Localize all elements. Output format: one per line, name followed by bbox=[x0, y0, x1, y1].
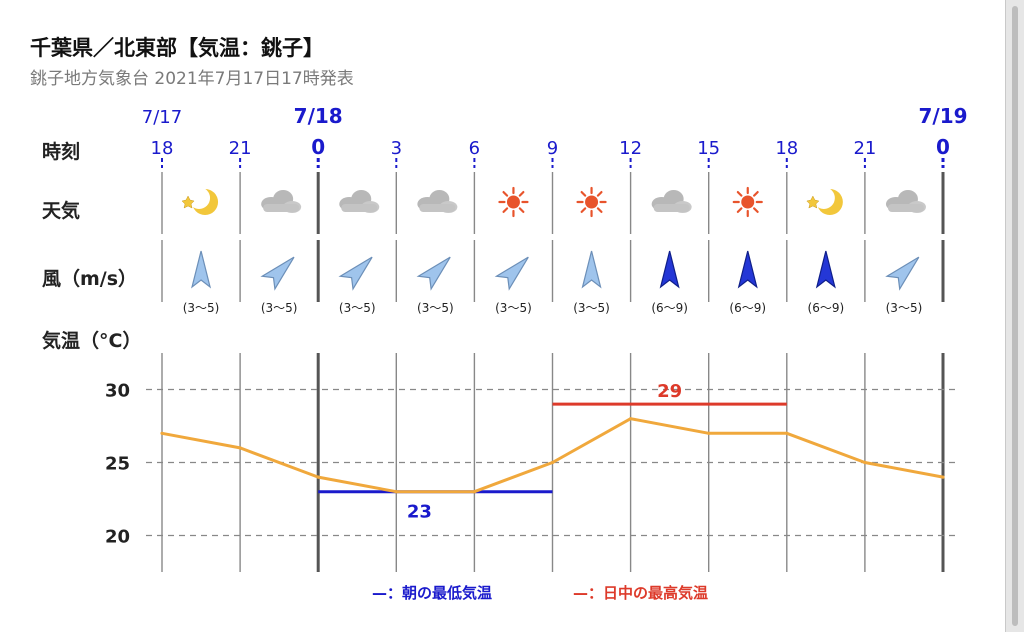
cloudy-icon bbox=[417, 190, 458, 213]
min-temp-label: 23 bbox=[407, 502, 432, 523]
cloudy-icon bbox=[339, 190, 380, 213]
temperature-point bbox=[785, 431, 789, 435]
wind-speed-label: (6〜9) bbox=[808, 301, 845, 315]
date-label: 7/17 bbox=[142, 107, 182, 128]
wind-speed-label: (3〜5) bbox=[886, 301, 923, 315]
row-label-time: 時刻 bbox=[42, 141, 81, 163]
wind-speed-label: (3〜5) bbox=[417, 301, 454, 315]
hour-label: 12 bbox=[619, 138, 642, 159]
wind-speed-label: (3〜5) bbox=[339, 301, 376, 315]
cloudy-icon bbox=[651, 190, 692, 213]
clear-night-icon bbox=[806, 187, 843, 215]
page-subtitle: 銚子地方気象台 2021年7月17日17時発表 bbox=[30, 69, 354, 89]
temperature-point bbox=[472, 490, 476, 494]
scrollbar[interactable] bbox=[1005, 0, 1024, 632]
hour-label: 3 bbox=[391, 138, 402, 159]
wind-speed-label: (6〜9) bbox=[651, 301, 688, 315]
temperature-point bbox=[707, 431, 711, 435]
sunny-icon bbox=[576, 186, 607, 218]
y-tick-label: 20 bbox=[105, 527, 130, 548]
date-label: 7/18 bbox=[294, 104, 343, 128]
hour-label: 18 bbox=[775, 138, 798, 159]
wind-speed-label: (3〜5) bbox=[261, 301, 298, 315]
hour-label: 0 bbox=[936, 135, 950, 159]
temperature-point bbox=[550, 460, 555, 465]
date-label: 7/19 bbox=[918, 104, 967, 128]
temperature-point bbox=[316, 475, 320, 479]
scrollbar-thumb[interactable] bbox=[1012, 6, 1018, 626]
wind-arrow-icon bbox=[815, 250, 836, 289]
temperature-point bbox=[238, 446, 242, 450]
row-label-temperature: 気温（°C） bbox=[42, 330, 142, 352]
sunny-icon bbox=[732, 186, 763, 218]
temperature-point bbox=[629, 417, 633, 421]
y-tick-label: 30 bbox=[105, 381, 130, 402]
hour-label: 0 bbox=[311, 135, 325, 159]
wind-speed-label: (3〜5) bbox=[495, 301, 532, 315]
temperature-point bbox=[863, 460, 867, 465]
wind-arrow-icon bbox=[659, 250, 680, 289]
max-temp-label: 29 bbox=[657, 381, 682, 402]
wind-speed-label: (3〜5) bbox=[183, 301, 220, 315]
clear-night-icon bbox=[181, 187, 219, 215]
cloudy-icon bbox=[261, 190, 302, 213]
hour-label: 15 bbox=[697, 138, 720, 159]
wind-speed-label: (6〜9) bbox=[729, 301, 766, 315]
hour-label: 21 bbox=[853, 138, 876, 159]
hour-label: 21 bbox=[229, 138, 252, 159]
row-label-wind: 風（m/s） bbox=[42, 268, 138, 290]
temperature-point bbox=[394, 490, 398, 494]
y-tick-label: 25 bbox=[105, 454, 130, 475]
wind-arrow-icon bbox=[416, 256, 451, 291]
wind-arrow-icon bbox=[191, 250, 212, 289]
legend-max-temp: —：日中の最高気温 bbox=[573, 584, 709, 602]
sunny-icon bbox=[498, 186, 529, 218]
hour-label: 9 bbox=[547, 138, 558, 159]
wind-arrow-icon bbox=[885, 256, 920, 291]
temperature-point bbox=[941, 475, 945, 479]
wind-arrow-icon bbox=[260, 256, 295, 291]
legend-min-temp: —：朝の最低気温 bbox=[372, 584, 493, 602]
temperature-point bbox=[160, 431, 164, 435]
wind-arrow-icon bbox=[737, 250, 758, 289]
wind-arrow-icon bbox=[581, 250, 602, 289]
page-title: 千葉県／北東部【気温：銚子】 bbox=[30, 36, 324, 60]
hour-label: 18 bbox=[151, 138, 174, 159]
wind-arrow-icon bbox=[338, 256, 373, 291]
wind-arrow-icon bbox=[494, 256, 529, 291]
cloudy-icon bbox=[885, 190, 926, 213]
wind-speed-label: (3〜5) bbox=[573, 301, 610, 315]
row-label-weather: 天気 bbox=[42, 200, 81, 222]
hour-label: 6 bbox=[469, 138, 480, 159]
